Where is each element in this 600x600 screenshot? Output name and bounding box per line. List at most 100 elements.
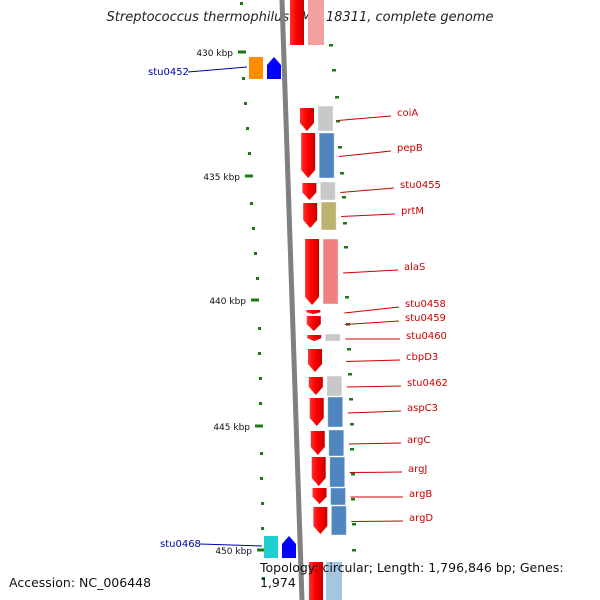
homolog-bar [326, 562, 342, 600]
minor-tick [259, 377, 262, 380]
gene-leader-line [347, 410, 402, 414]
gene-label[interactable]: argD [409, 513, 433, 524]
gene-arrow [309, 562, 323, 600]
gene-label[interactable]: stu0459 [405, 313, 446, 324]
accession-label: Accession: NC_006448 [9, 575, 152, 590]
minor-tick [350, 448, 354, 451]
minor-tick [342, 196, 346, 199]
minor-tick [338, 146, 342, 149]
minor-tick [336, 120, 340, 123]
gene-label[interactable]: pepB [397, 143, 423, 154]
gene-leader-line [348, 442, 402, 445]
homolog-bar [327, 396, 344, 428]
gene-label[interactable]: stu0458 [405, 299, 446, 310]
minor-tick [261, 527, 264, 530]
gene-label[interactable]: prtM [401, 206, 424, 217]
homolog-bar [318, 132, 335, 179]
minor-tick [349, 398, 353, 401]
homolog-bar [330, 487, 347, 506]
gene-label[interactable]: argB [409, 489, 432, 500]
gene-arrow [302, 183, 317, 200]
gene-label[interactable]: coiA [397, 108, 418, 119]
ruler-label: 445 kbp [213, 423, 250, 433]
ruler-tick [255, 424, 263, 428]
minor-tick [340, 172, 344, 175]
gene-arrow [311, 457, 326, 486]
gene-leader-line [339, 150, 392, 157]
minor-tick [261, 502, 264, 505]
minor-tick [259, 402, 262, 405]
minor-tick [350, 423, 354, 426]
ruler-label: 450 kbp [215, 547, 252, 557]
gene-label[interactable]: argJ [408, 464, 427, 475]
gene-label[interactable]: stu0462 [407, 378, 448, 389]
ruler-tick [245, 174, 253, 178]
minor-tick [347, 348, 351, 351]
minor-tick [345, 296, 349, 299]
homolog-bar [329, 456, 346, 488]
gene-label[interactable]: argC [407, 435, 430, 446]
minor-tick [351, 498, 355, 501]
homolog-bar [326, 375, 343, 397]
minor-tick [262, 577, 265, 580]
gene-label[interactable]: aspC3 [407, 403, 438, 414]
left-gene-arrow [282, 536, 296, 558]
gene-arrow [307, 335, 322, 341]
gene-arrow [303, 203, 318, 228]
homolog-bar [317, 105, 334, 132]
minor-tick [252, 227, 255, 230]
gene-leader-line [343, 269, 399, 274]
gene-arrow [299, 108, 314, 131]
gene-arrow [308, 377, 323, 395]
minor-tick [329, 44, 333, 47]
minor-tick [351, 473, 355, 476]
gene-arrow [313, 507, 328, 534]
gene-label[interactable]: stu0468 [160, 539, 201, 550]
minor-tick [256, 277, 259, 280]
minor-tick [335, 96, 339, 99]
gene-leader-line [349, 471, 403, 473]
gene-arrow [309, 398, 324, 426]
homolog-bar [320, 201, 337, 231]
homolog-bar [319, 181, 336, 201]
ruler-tick [238, 50, 246, 54]
topology-label: Topology: circular; Length: 1,796,846 bp… [260, 560, 564, 590]
ruler-label: 435 kbp [203, 173, 240, 183]
gene-arrow [308, 349, 323, 372]
gene-arrow [312, 488, 327, 504]
minor-tick [260, 452, 263, 455]
gene-label[interactable]: cbpD3 [406, 352, 438, 363]
gene-arrow [306, 310, 321, 314]
minor-tick [248, 152, 251, 155]
gene-arrow [305, 239, 320, 305]
left-gene-arrow [267, 57, 281, 79]
minor-tick [352, 523, 356, 526]
ruler-tick [257, 548, 265, 552]
homolog-bar [328, 429, 345, 457]
minor-tick [250, 202, 253, 205]
gene-label[interactable]: alaS [404, 262, 425, 273]
homolog-bar [322, 238, 339, 305]
minor-tick [240, 2, 243, 5]
gene-leader-line [187, 66, 248, 73]
gene-leader-line [340, 187, 395, 193]
minor-tick [352, 549, 356, 552]
gene-label[interactable]: stu0460 [406, 331, 447, 342]
left-gene-block [249, 57, 263, 79]
minor-tick [254, 252, 257, 255]
left-gene-block [264, 536, 278, 558]
left-gene-track: stu0452 stu0468 [148, 57, 296, 558]
gene-leader-line [337, 115, 392, 121]
minor-tick [258, 352, 261, 355]
minor-tick [348, 373, 352, 376]
gene-leader-line [344, 306, 400, 314]
ruler-label: 440 kbp [209, 297, 246, 307]
gene-leader-line [199, 543, 263, 547]
minor-tick [242, 77, 245, 80]
ruler-label: 430 kbp [196, 49, 233, 59]
gene-label[interactable]: stu0452 [148, 67, 189, 78]
minor-tick [246, 127, 249, 130]
homolog-bar [330, 505, 347, 536]
gene-label[interactable]: stu0455 [400, 180, 441, 191]
gene-arrow [310, 431, 325, 455]
